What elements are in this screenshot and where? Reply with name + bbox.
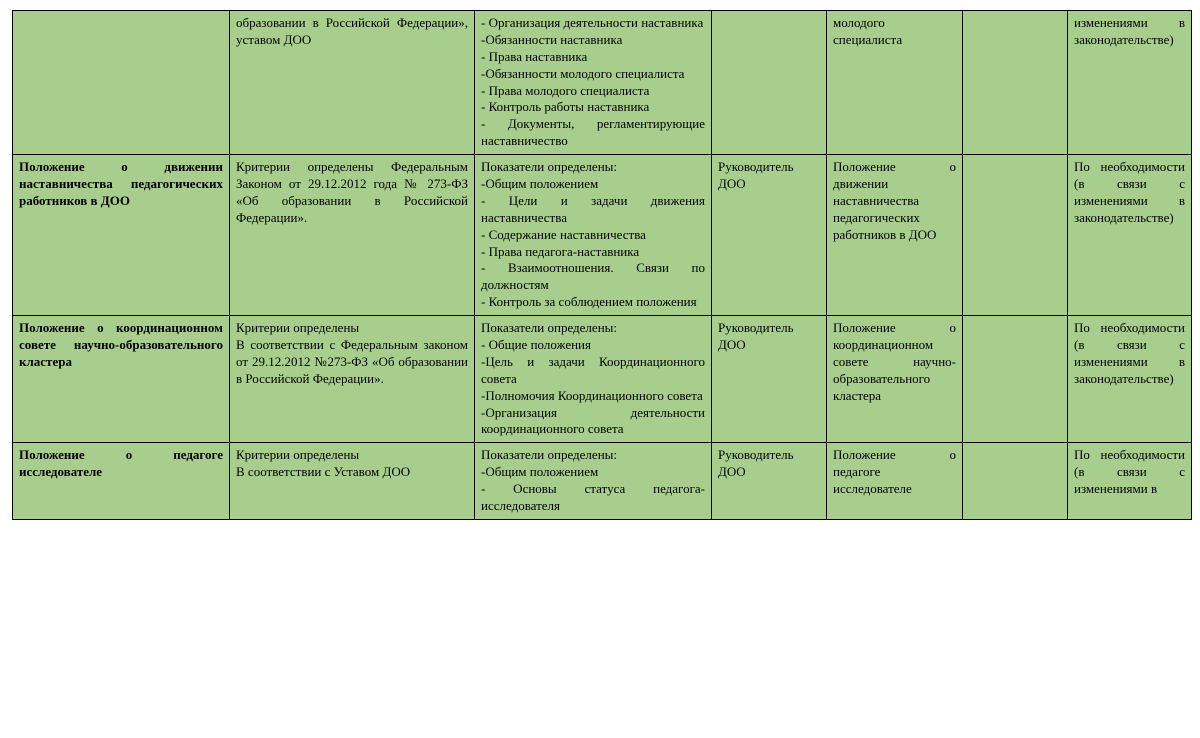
col-periodicity: По необходимости (в связи с изменениями … bbox=[1068, 155, 1192, 316]
col-criteria: Критерии определены В соответствии с Уст… bbox=[230, 443, 475, 520]
table-body: образовании в Российской Федерации», уст… bbox=[13, 11, 1192, 520]
col-title: Положение о педагоге исследователе bbox=[13, 443, 230, 520]
col-periodicity: По необходимости (в связи с изменениями … bbox=[1068, 443, 1192, 520]
col-extra bbox=[963, 155, 1068, 316]
col-document: Положение о педагоге исследователе bbox=[827, 443, 963, 520]
document-table: образовании в Российской Федерации», уст… bbox=[12, 10, 1192, 520]
col-document: молодого специалиста bbox=[827, 11, 963, 155]
page: образовании в Российской Федерации», уст… bbox=[0, 0, 1200, 530]
col-criteria: Критерии определены В соответствии с Фед… bbox=[230, 316, 475, 443]
col-document: Положение о движении наставничества педа… bbox=[827, 155, 963, 316]
table-row: Положение о координационном совете научн… bbox=[13, 316, 1192, 443]
col-responsible bbox=[712, 11, 827, 155]
col-extra bbox=[963, 11, 1068, 155]
col-responsible: Руководитель ДОО bbox=[712, 316, 827, 443]
col-extra bbox=[963, 316, 1068, 443]
col-title bbox=[13, 11, 230, 155]
col-extra bbox=[963, 443, 1068, 520]
col-periodicity: По необходимости (в связи с изменениями … bbox=[1068, 316, 1192, 443]
col-document: Положение о координационном совете научн… bbox=[827, 316, 963, 443]
col-criteria: Критерии определены Федеральным Законом … bbox=[230, 155, 475, 316]
col-indicators: Показатели определены: - Общие положения… bbox=[475, 316, 712, 443]
col-indicators: Показатели определены: -Общим положением… bbox=[475, 443, 712, 520]
col-responsible: Руководитель ДОО bbox=[712, 155, 827, 316]
col-title: Положение о движении наставничества педа… bbox=[13, 155, 230, 316]
col-responsible: Руководитель ДОО bbox=[712, 443, 827, 520]
col-title: Положение о координационном совете научн… bbox=[13, 316, 230, 443]
col-criteria: образовании в Российской Федерации», уст… bbox=[230, 11, 475, 155]
col-periodicity: изменениями в законодательстве) bbox=[1068, 11, 1192, 155]
table-row: Положение о педагоге исследователе Крите… bbox=[13, 443, 1192, 520]
col-indicators: - Организация деятельности наставника -О… bbox=[475, 11, 712, 155]
table-row: образовании в Российской Федерации», уст… bbox=[13, 11, 1192, 155]
table-row: Положение о движении наставничества педа… bbox=[13, 155, 1192, 316]
col-indicators: Показатели определены: -Общим положением… bbox=[475, 155, 712, 316]
